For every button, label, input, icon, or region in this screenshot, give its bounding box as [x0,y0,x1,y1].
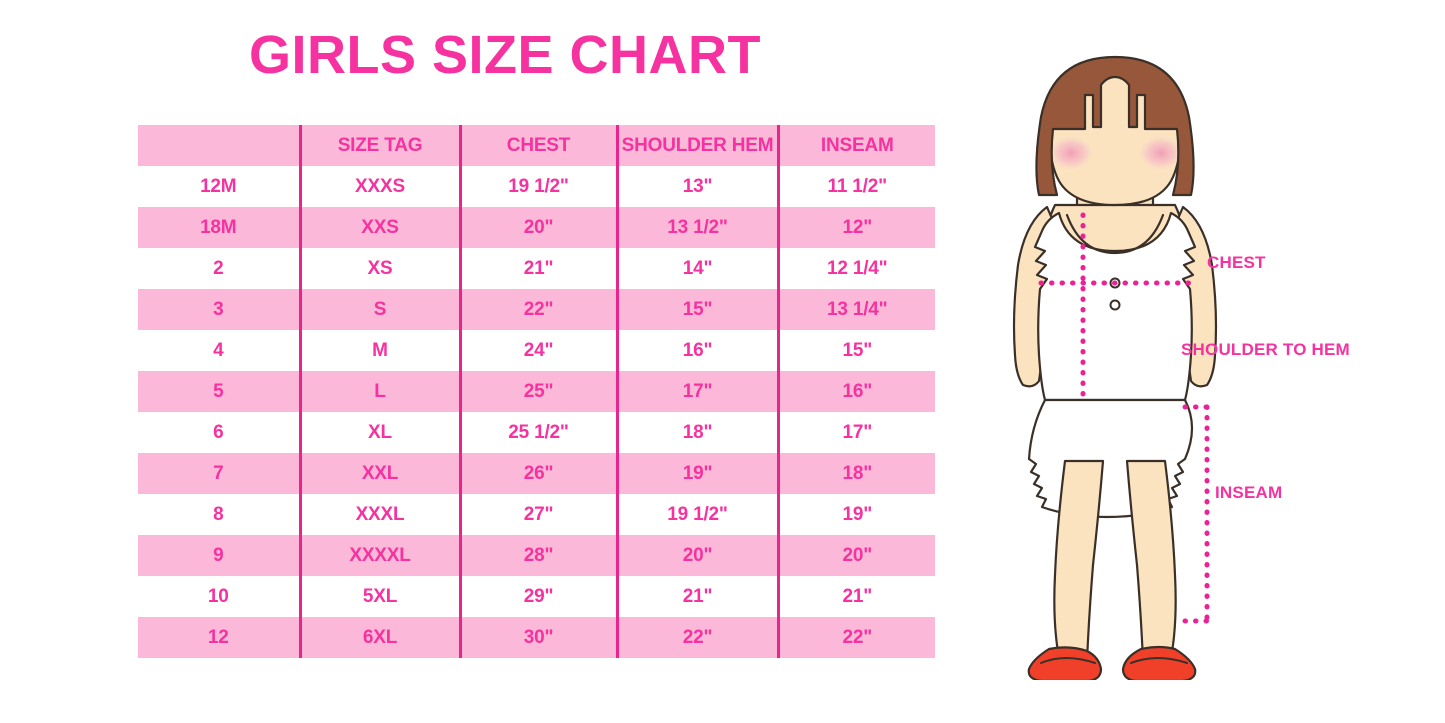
cell-shoulder-hem: 14" [615,248,778,289]
cell-shoulder-hem: 15" [615,289,778,330]
shoulder-to-hem-measurement-label: SHOULDER TO HEM [1181,340,1350,359]
column-header-size-tag: SIZE TAG [298,125,460,166]
cell-chest: 26" [458,453,617,494]
girl-figure-illustration: CHEST SHOULDER TO HEM INSEAM [985,55,1445,680]
cell-size: 4 [138,330,300,371]
cell-chest: 27" [458,494,617,535]
table-header-row: SIZE TAG CHEST SHOULDER HEM INSEAM [138,125,935,166]
cell-chest: 19 1/2" [458,166,617,207]
cell-inseam: 22" [776,617,935,658]
right-blush [1139,136,1183,170]
left-shoe-strap [1040,657,1096,664]
right-shoe [1121,645,1197,680]
cell-shoulder-hem: 16" [615,330,778,371]
left-blush [1049,136,1093,170]
cell-shoulder-hem: 20" [615,535,778,576]
cell-size-tag: XXXS [298,166,460,207]
page-title: GIRLS SIZE CHART [248,25,761,85]
table-row: 9 XXXXL 28" 20" 20" [138,535,935,576]
cell-size: 7 [138,453,300,494]
cell-shoulder-hem: 19" [615,453,778,494]
cell-size-tag: XXS [298,207,460,248]
cell-size: 6 [138,412,300,453]
table-row: 12M XXXS 19 1/2" 13" 11 1/2" [138,166,935,207]
cell-size-tag: M [298,330,460,371]
cell-inseam: 13 1/4" [776,289,935,330]
cell-chest: 20" [458,207,617,248]
table-row: 8 XXXL 27" 19 1/2" 19" [138,494,935,535]
cell-chest: 22" [458,289,617,330]
table-row: 6 XL 25 1/2" 18" 17" [138,412,935,453]
hair-shape [1035,55,1195,197]
table-row: 18M XXS 20" 13 1/2" 12" [138,207,935,248]
cell-size-tag: XXL [298,453,460,494]
cell-size: 9 [138,535,300,576]
cell-shoulder-hem: 17" [615,371,778,412]
column-header-inseam: INSEAM [776,125,935,166]
chest-measurement-label: CHEST [1207,253,1266,272]
cell-size: 5 [138,371,300,412]
cell-shoulder-hem: 22" [615,617,778,658]
table-row: 2 XS 21" 14" 12 1/4" [138,248,935,289]
cell-size-tag: L [298,371,460,412]
cell-size-tag: XXXXL [298,535,460,576]
inseam-measurement-label: INSEAM [1215,483,1283,502]
cell-chest: 25" [458,371,617,412]
table-row: 12 6XL 30" 22" 22" [138,617,935,658]
cell-chest: 25 1/2" [458,412,617,453]
cell-chest: 21" [458,248,617,289]
cell-size-tag: XXXL [298,494,460,535]
cell-size-tag: S [298,289,460,330]
cell-inseam: 15" [776,330,935,371]
cell-size-tag: 6XL [298,617,460,658]
table-row: 4 M 24" 16" 15" [138,330,935,371]
cell-size: 12M [138,166,300,207]
cell-chest: 29" [458,576,617,617]
table-row: 5 L 25" 17" 16" [138,371,935,412]
left-leg [1053,459,1105,669]
column-header-shoulder-hem: SHOULDER HEM [615,125,778,166]
cell-shoulder-hem: 13 1/2" [615,207,778,248]
cell-chest: 30" [458,617,617,658]
cell-shoulder-hem: 13" [615,166,778,207]
cell-size: 18M [138,207,300,248]
cell-size: 12 [138,617,300,658]
cell-inseam: 19" [776,494,935,535]
cell-inseam: 16" [776,371,935,412]
column-header-chest: CHEST [458,125,617,166]
cell-inseam: 17" [776,412,935,453]
figure-svg [1012,55,1218,680]
cell-size: 8 [138,494,300,535]
column-header-size [138,125,300,166]
cell-inseam: 18" [776,453,935,494]
cell-size-tag: XL [298,412,460,453]
cell-inseam: 12 1/4" [776,248,935,289]
size-chart-table: SIZE TAG CHEST SHOULDER HEM INSEAM 12M XX… [138,125,935,658]
button-lower [1109,299,1121,311]
cell-size-tag: XS [298,248,460,289]
right-leg [1125,459,1177,669]
measurement-guides [1038,212,1212,624]
cell-size: 10 [138,576,300,617]
table-row: 3 S 22" 15" 13 1/4" [138,289,935,330]
neckline [1065,213,1165,255]
cell-shoulder-hem: 18" [615,412,778,453]
cell-size-tag: 5XL [298,576,460,617]
cell-inseam: 20" [776,535,935,576]
cell-inseam: 21" [776,576,935,617]
cell-size: 2 [138,248,300,289]
right-shoe-strap [1130,657,1188,664]
cell-size: 3 [138,289,300,330]
left-shoe [1027,646,1103,680]
table-row: 10 5XL 29" 21" 21" [138,576,935,617]
cell-chest: 24" [458,330,617,371]
cell-inseam: 11 1/2" [776,166,935,207]
cell-shoulder-hem: 19 1/2" [615,494,778,535]
cell-chest: 28" [458,535,617,576]
cell-shoulder-hem: 21" [615,576,778,617]
table-row: 7 XXL 26" 19" 18" [138,453,935,494]
cell-inseam: 12" [776,207,935,248]
